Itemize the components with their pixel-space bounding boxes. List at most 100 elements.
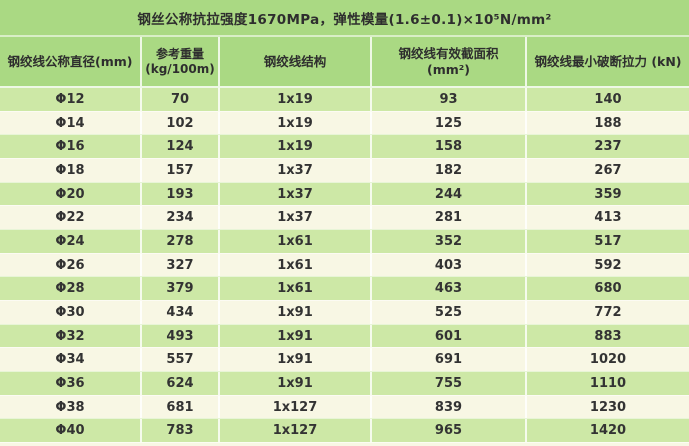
cell-area: 352 [372, 230, 527, 253]
cell-weight: 102 [142, 111, 220, 135]
cell-diameter: Φ30 [0, 301, 142, 324]
cell-weight: 234 [142, 206, 220, 230]
cell-diameter: Φ16 [0, 135, 142, 159]
cell-diameter: Φ20 [0, 182, 142, 206]
header-cell-breaking-force: 钢绞线最小破断拉力 (kN) [527, 37, 689, 86]
cell-diameter: Φ18 [0, 159, 142, 182]
table-row: Φ12 70 1x19 93 140 [0, 88, 689, 111]
cell-structure: 1x127 [220, 419, 372, 443]
cell-weight: 70 [142, 88, 220, 111]
cell-breaking-force: 883 [594, 328, 622, 344]
cell-weight: 557 [142, 348, 220, 372]
cell-breaking-force: 237 [594, 139, 622, 155]
cell-diameter: Φ14 [0, 111, 142, 135]
table-row: Φ38 681 1x127 839 1230 [0, 394, 689, 419]
cell-weight: 278 [142, 230, 220, 253]
header-diameter-label: 钢绞线公称直径(mm) [7, 53, 133, 69]
cell-structure: 1x37 [220, 206, 372, 230]
cell-breaking-force: 188 [594, 115, 622, 131]
cell-weight: 124 [142, 135, 220, 159]
cell-diameter: Φ40 [0, 419, 142, 443]
cell-structure: 1x19 [220, 111, 372, 135]
cell-area: 463 [372, 277, 527, 301]
cell-breaking-force: 772 [594, 304, 622, 320]
cell-weight: 157 [142, 159, 220, 182]
cell-breaking-force: 592 [594, 257, 622, 273]
cell-breaking-force: 359 [594, 186, 622, 202]
table-row: Φ28 379 1x61 463 680 [0, 276, 689, 301]
cell-area: 158 [372, 135, 527, 159]
bottom-strip [0, 442, 689, 446]
cell-diameter: Φ12 [0, 88, 142, 111]
header-weight-line1: 参考重量 [155, 46, 204, 61]
cell-structure: 1x91 [220, 372, 372, 395]
cell-breaking-force: 1230 [589, 399, 627, 415]
table-row: Φ16 124 1x19 158 237 [0, 134, 689, 159]
table-row: Φ24 278 1x61 352 517 [0, 229, 689, 253]
cell-area: 182 [372, 159, 527, 182]
cell-weight: 434 [142, 301, 220, 324]
cell-area: 403 [372, 253, 527, 277]
table-row: Φ26 327 1x61 403 592 [0, 252, 689, 277]
cell-diameter: Φ28 [0, 277, 142, 301]
cell-structure: 1x91 [220, 348, 372, 372]
cell-weight: 783 [142, 419, 220, 443]
cell-structure: 1x37 [220, 182, 372, 206]
cell-breaking-force: 413 [594, 210, 622, 226]
cell-structure: 1x61 [220, 253, 372, 277]
table-title-row: 钢丝公称抗拉强度1670MPa，弹性模量(1.6±0.1)×10⁵N/mm² [0, 0, 689, 37]
cell-area: 525 [372, 301, 527, 324]
cell-structure: 1x37 [220, 159, 372, 182]
cell-breaking-force: 267 [594, 162, 622, 178]
cell-breaking-force: 1420 [589, 423, 627, 439]
cell-breaking-force: 1020 [589, 352, 627, 368]
table-row: Φ20 193 1x37 244 359 [0, 181, 689, 206]
cell-breaking-force: 1110 [589, 375, 627, 391]
header-cell-diameter: 钢绞线公称直径(mm) [0, 37, 142, 86]
cell-area: 755 [372, 372, 527, 395]
cell-area: 281 [372, 206, 527, 230]
header-weight-line2: (kg/100m) [145, 61, 215, 76]
cell-structure: 1x61 [220, 230, 372, 253]
header-cell-structure: 钢绞线结构 [220, 37, 372, 86]
cell-area: 93 [372, 88, 527, 111]
cell-weight: 624 [142, 372, 220, 395]
table-row: Φ22 234 1x37 281 413 [0, 205, 689, 230]
cell-diameter: Φ34 [0, 348, 142, 372]
header-cell-weight: 参考重量 (kg/100m) [142, 37, 220, 86]
table-body: Φ12 70 1x19 93 140 Φ14 102 1x19 125 188 … [0, 88, 689, 443]
cell-diameter: Φ38 [0, 395, 142, 419]
cell-area: 601 [372, 324, 527, 348]
cell-diameter: Φ26 [0, 253, 142, 277]
cell-area: 125 [372, 111, 527, 135]
table-row: Φ32 493 1x91 601 883 [0, 323, 689, 348]
table-row: Φ34 557 1x91 691 1020 [0, 347, 689, 372]
cell-weight: 681 [142, 395, 220, 419]
cell-area: 965 [372, 419, 527, 443]
cell-diameter: Φ24 [0, 230, 142, 253]
cell-structure: 1x127 [220, 395, 372, 419]
cell-structure: 1x19 [220, 135, 372, 159]
cell-structure: 1x91 [220, 301, 372, 324]
header-structure-label: 钢绞线结构 [263, 53, 327, 69]
cell-breaking-force: 680 [594, 281, 622, 297]
cell-weight: 493 [142, 324, 220, 348]
cell-diameter: Φ22 [0, 206, 142, 230]
header-cell-area: 钢绞线有效截面积 (mm²) [372, 37, 527, 86]
table-header-row: 钢绞线公称直径(mm) 参考重量 (kg/100m) 钢绞线结构 钢绞线有效截面… [0, 37, 689, 88]
cell-area: 839 [372, 395, 527, 419]
cell-weight: 193 [142, 182, 220, 206]
cell-diameter: Φ32 [0, 324, 142, 348]
cell-structure: 1x91 [220, 324, 372, 348]
cell-breaking-force: 140 [594, 91, 622, 107]
cell-structure: 1x61 [220, 277, 372, 301]
table-row: Φ14 102 1x19 125 188 [0, 110, 689, 135]
table-row: Φ36 624 1x91 755 1110 [0, 371, 689, 395]
table-row: Φ30 434 1x91 525 772 [0, 300, 689, 324]
table-row: Φ18 157 1x37 182 267 [0, 158, 689, 182]
cell-diameter: Φ36 [0, 372, 142, 395]
header-breaking-force-label: 钢绞线最小破断拉力 (kN) [534, 53, 682, 69]
table-row: Φ40 783 1x127 965 1420 [0, 418, 689, 443]
table-title: 钢丝公称抗拉强度1670MPa，弹性模量(1.6±0.1)×10⁵N/mm² [137, 11, 552, 28]
cell-structure: 1x19 [220, 88, 372, 111]
